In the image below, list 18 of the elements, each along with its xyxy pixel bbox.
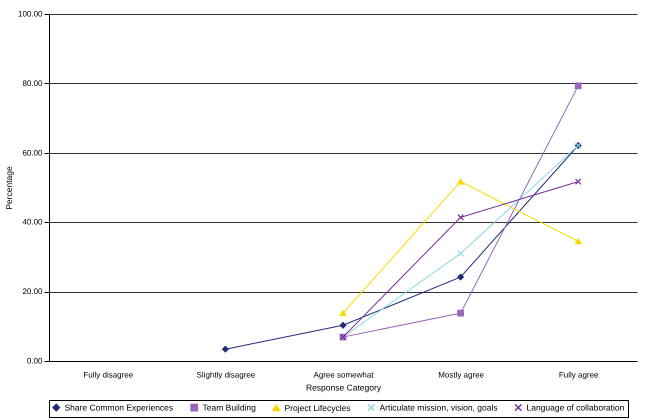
x-tick-label: Fully agree <box>558 370 600 380</box>
x-tick-label: Agree somewhat <box>313 370 374 380</box>
y-tick-label: 40.00 <box>22 218 44 227</box>
x-tick-label: Slightly disagree <box>196 370 256 380</box>
legend-label: Team Building <box>202 402 256 413</box>
y-tick-label: 80.00 <box>22 78 44 88</box>
x-tick-label: Mostly agree <box>438 370 485 380</box>
legend-label: Project Lifecycles <box>284 402 351 413</box>
legend-label: Share Common Experiences <box>64 402 174 413</box>
legend-label: Articulate mission, vision, goals <box>380 402 498 413</box>
legend-label: Language of collaboration <box>526 402 625 413</box>
x-tick-label: Fully disagree <box>83 370 134 380</box>
y-tick-label: 100.00 <box>18 10 44 18</box>
y-tick-label: 0.00 <box>26 356 44 366</box>
y-axis-title: Percentage <box>4 166 14 210</box>
y-tick-label: 60.00 <box>22 148 44 158</box>
y-tick-label: 20.00 <box>22 287 44 296</box>
x-axis-title: Response Category <box>306 382 382 392</box>
